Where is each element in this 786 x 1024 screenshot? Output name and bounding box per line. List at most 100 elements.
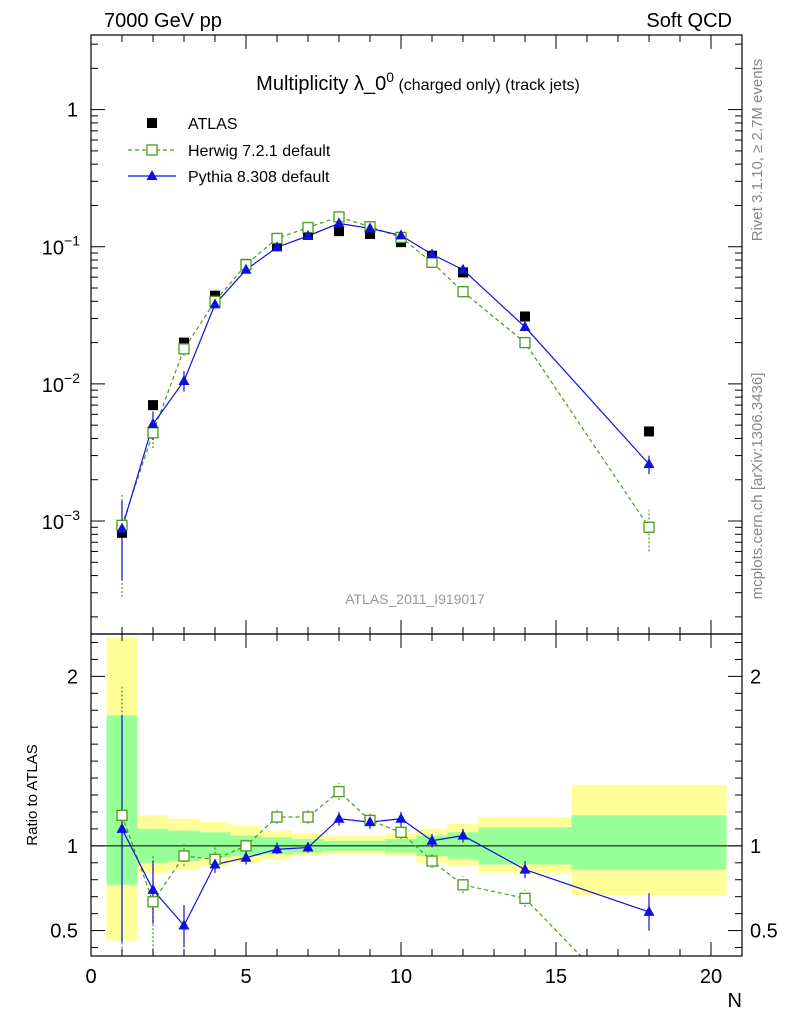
pythia-point	[364, 222, 376, 233]
ratio-pythia-point	[395, 812, 407, 823]
pythia-point	[302, 229, 314, 240]
main-y-tick-label: 10−2	[42, 370, 80, 397]
main-y-tick-label: 10−1	[42, 233, 80, 260]
main-title: Multiplicity λ_00 (charged only) (track …	[256, 69, 580, 95]
ratio-x-tick-label: 0	[85, 966, 96, 988]
ratio-y-tick-label-right: 1	[750, 836, 761, 858]
herwig-point	[147, 427, 159, 439]
main-y-tick-label: 1	[67, 100, 78, 122]
legend-entry-atlas: ATLAS	[147, 116, 238, 133]
main-y-tick-labels: 110−110−210−3	[42, 100, 80, 534]
ratio-x-tick-label: 10	[390, 966, 412, 988]
pythia-point	[209, 298, 221, 309]
tick-base: 10	[42, 512, 64, 534]
atlas-point	[210, 290, 220, 301]
pythia-point	[271, 241, 283, 252]
ratio-pythia-point	[271, 843, 283, 854]
pythia-point	[333, 217, 345, 228]
ratio-x-tick-label: 15	[545, 966, 567, 988]
ratio-axis-ticks	[90, 634, 743, 956]
analysis-watermark: ATLAS_2011_I919017	[345, 591, 485, 607]
atlas-point	[334, 226, 344, 237]
title-main-text: Multiplicity λ_0	[256, 73, 386, 95]
herwig-point	[457, 286, 469, 298]
ratio-herwig-point	[178, 850, 190, 862]
herwig-point	[643, 521, 655, 533]
ratio-data-series	[116, 684, 655, 956]
atlas-point	[644, 426, 654, 437]
ratio-herwig-line	[121, 790, 582, 956]
ratio-y-tick-label-left: 1	[67, 836, 78, 858]
ratio-pythia-point	[457, 829, 469, 840]
pythia-point	[116, 522, 128, 533]
atlas-point	[148, 400, 158, 411]
ratio-herwig-point	[457, 879, 469, 891]
ratio-pythia-point	[116, 822, 128, 833]
atlas-point	[365, 228, 375, 239]
rivet-side-label: Rivet 3.1.10, ≥ 2.7M events	[749, 59, 766, 242]
pythia-point	[643, 458, 655, 469]
legend: ATLAS Herwig 7.2.1 default Pythia 8.308 …	[128, 116, 331, 186]
tick-base: 10	[42, 375, 64, 397]
ratio-herwig-point	[271, 811, 283, 823]
ratio-x-tick-label: 20	[700, 966, 722, 988]
pythia-point	[240, 263, 252, 274]
tick-base: 10	[42, 238, 64, 260]
ratio-y-tick-label-left: 2	[67, 666, 78, 688]
pythia-point	[395, 229, 407, 240]
legend-pythia-marker	[146, 170, 158, 180]
ratio-pythia-point	[333, 812, 345, 823]
pythia-point	[178, 374, 190, 385]
pythia-point	[519, 320, 531, 331]
x-axis-label: N	[728, 990, 742, 1012]
ratio-pythia-point	[426, 834, 438, 845]
ratio-pythia-line	[121, 818, 650, 927]
ratio-pythia-point	[519, 863, 531, 874]
legend-atlas-marker	[147, 118, 157, 128]
title-subtext: (charged only) (track jets)	[394, 77, 580, 94]
ratio-pythia-point	[643, 905, 655, 916]
ratio-band-green	[571, 815, 727, 870]
ratio-herwig-point	[519, 892, 531, 905]
main-axis-ticks	[90, 35, 743, 634]
atlas-point	[179, 337, 189, 348]
legend-herwig-label: Herwig 7.2.1 default	[188, 143, 331, 160]
ratio-pythia-point	[147, 883, 159, 894]
pythia-point	[426, 248, 438, 259]
ratio-y-axis-label: Ratio to ATLAS	[24, 744, 41, 845]
herwig-line	[121, 216, 650, 528]
tick-exponent: −3	[64, 507, 80, 523]
ratio-pythia-point	[364, 816, 376, 827]
tick-exponent: −2	[64, 370, 80, 386]
ratio-pythia-point	[178, 919, 190, 930]
legend-entry-pythia: Pythia 8.308 default	[128, 169, 330, 186]
legend-pythia-label: Pythia 8.308 default	[188, 169, 330, 186]
ratio-herwig-point	[240, 840, 252, 852]
ratio-y-tick-label-left: 0.5	[50, 921, 78, 943]
ratio-herwig-point	[147, 896, 159, 908]
header-right-label: Soft QCD	[646, 10, 732, 32]
main-y-tick-label: 10−3	[42, 507, 80, 534]
ratio-herwig-point	[333, 785, 345, 798]
atlas-point	[520, 311, 530, 322]
ratio-herwig-point	[302, 811, 314, 823]
mcplots-side-label: mcplots.cern.ch [arXiv:1306.3436]	[749, 373, 766, 600]
ratio-pythia-point	[302, 841, 314, 852]
herwig-point	[519, 336, 531, 349]
legend-atlas-label: ATLAS	[188, 116, 238, 133]
ratio-y-tick-label-right: 2	[750, 666, 761, 688]
ratio-herwig-point	[116, 809, 128, 821]
legend-herwig-marker	[146, 144, 158, 156]
ratio-herwig-point	[395, 826, 407, 838]
pythia-point	[147, 417, 159, 428]
pythia-point	[457, 263, 469, 274]
ratio-x-tick-label: 5	[240, 966, 251, 988]
main-data-series	[116, 211, 655, 597]
atlas-point	[117, 527, 127, 538]
herwig-point	[178, 343, 190, 355]
svg-text:Multiplicity λ_00 (charged onl: Multiplicity λ_00 (charged only) (track …	[256, 69, 580, 95]
ratio-pythia-point	[209, 858, 221, 869]
ratio-herwig-point	[426, 855, 438, 867]
ratio-y-tick-label-right: 0.5	[750, 921, 778, 943]
